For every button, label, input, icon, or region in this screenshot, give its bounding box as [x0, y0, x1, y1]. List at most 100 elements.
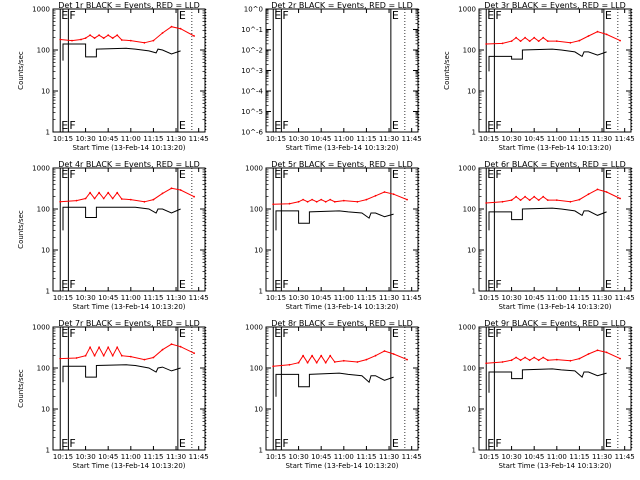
x-tick-label: 10:15 — [266, 294, 286, 302]
series-lld-point — [533, 356, 536, 359]
series-lld-point — [59, 357, 62, 360]
y-tick-label: 100 — [250, 206, 263, 214]
y-tick-label: 10 — [254, 406, 263, 414]
series-lld-point — [161, 348, 164, 351]
y-tick-label: 10^0 — [244, 6, 263, 14]
marker-label-top: E — [179, 168, 186, 181]
panel-title: Det 1r BLACK = Events, RED = LLD — [58, 1, 200, 10]
x-tick-label: 10:45 — [524, 135, 544, 143]
x-axis-label: Start Time (13-Feb-14 10:13:20) — [285, 144, 398, 152]
marker-label-top: E — [605, 168, 612, 181]
x-tick-label: 11:00 — [334, 294, 354, 302]
x-tick-label: 11:30 — [592, 294, 612, 302]
marker-label-top: E — [61, 9, 68, 22]
series-lld-point — [542, 356, 545, 359]
x-axis-label: Start Time (13-Feb-14 10:13:20) — [72, 144, 185, 152]
panel-title: Det 2r BLACK = Events, RED = LLD — [271, 1, 413, 10]
marker-label-bottom: E — [179, 278, 186, 291]
series-lld-point — [605, 191, 608, 193]
series-lld-point — [374, 194, 377, 197]
series-lld-point — [116, 346, 119, 349]
x-tick-label: 10:15 — [266, 135, 286, 143]
series-lld-point — [587, 35, 590, 37]
y-tick-label: 10 — [41, 88, 50, 96]
y-tick-label: 1 — [472, 129, 476, 137]
marker-label-bottom: F — [69, 119, 75, 132]
x-tick-label: 10:45 — [524, 294, 544, 302]
series-lld-point — [320, 198, 323, 201]
series-lld-point — [102, 37, 105, 39]
series-lld-point — [578, 39, 581, 42]
series-lld-point — [129, 355, 132, 358]
series-lld-point — [515, 356, 517, 359]
y-tick-label: 100 — [250, 365, 263, 373]
y-tick-label: 1 — [259, 447, 263, 455]
panel-title: Det 7r BLACK = Events, RED = LLD — [58, 319, 200, 328]
series-lld-point — [75, 199, 78, 202]
x-tick-label: 11:00 — [334, 135, 354, 143]
series-lld-point — [374, 354, 377, 357]
y-tick-label: 100 — [463, 365, 476, 373]
series-lld-point — [143, 41, 146, 44]
series-lld-point — [329, 198, 332, 201]
marker-label-bottom: E — [487, 278, 494, 291]
series-lld-point — [93, 197, 96, 200]
series-lld-point — [342, 359, 345, 362]
marker-label-bottom: E — [179, 119, 186, 132]
marker-label-top: E — [274, 9, 281, 22]
series-lld-point — [297, 361, 300, 364]
series-lld-point — [533, 195, 536, 198]
y-tick-label: 100 — [37, 365, 50, 373]
y-tick-label: 1 — [46, 447, 50, 455]
series-events-line — [62, 364, 181, 383]
y-tick-label: 1 — [472, 288, 476, 296]
x-tick-label: 11:15 — [569, 453, 589, 461]
series-lld-point — [179, 27, 182, 30]
series-lld-point — [501, 361, 504, 363]
series-lld-point — [485, 362, 488, 365]
x-tick-label: 10:45 — [98, 294, 118, 302]
series-lld-point — [89, 34, 91, 37]
x-tick-label: 11:15 — [356, 453, 376, 461]
x-tick-label: 11:45 — [615, 294, 635, 302]
marker-label-top: F — [282, 327, 288, 340]
series-lld-point — [356, 200, 359, 203]
y-tick-label: 10^-5 — [241, 108, 263, 116]
marker-label-bottom: E — [605, 119, 612, 132]
series-lld-point — [193, 352, 196, 355]
series-lld-point — [555, 40, 558, 42]
y-axis-label: Counts/sec — [17, 210, 25, 249]
series-lld-point — [107, 34, 110, 37]
x-tick-label: 11:15 — [569, 135, 589, 143]
x-tick-label: 10:45 — [311, 453, 331, 461]
series-events-line — [488, 207, 607, 231]
panel-title: Det 3r BLACK = Events, RED = LLD — [484, 1, 626, 10]
series-lld-point — [129, 198, 132, 201]
series-lld-point — [111, 354, 114, 357]
marker-label-top: E — [274, 327, 281, 340]
series-lld-point — [528, 199, 531, 202]
y-tick-label: 10^-6 — [241, 129, 263, 137]
panel-title: Det 5r BLACK = Events, RED = LLD — [271, 160, 413, 169]
series-lld-point — [596, 188, 599, 191]
y-axis-label: Counts/sec — [17, 51, 25, 90]
series-lld-point — [320, 354, 323, 357]
series-lld-point — [515, 36, 517, 39]
series-lld-point — [519, 199, 522, 202]
marker-label-bottom: E — [61, 278, 68, 291]
marker-label-top: E — [487, 168, 494, 181]
series-lld-line — [486, 31, 621, 45]
series-lld-point — [161, 32, 164, 34]
x-tick-label: 11:15 — [143, 294, 163, 302]
marker-label-bottom: E — [274, 437, 281, 450]
x-tick-label: 10:45 — [98, 453, 118, 461]
y-tick-label: 1000 — [32, 6, 50, 14]
series-lld-point — [383, 191, 386, 193]
series-lld-point — [306, 361, 309, 364]
series-lld-point — [98, 346, 100, 349]
series-lld-point — [524, 356, 526, 359]
series-lld-point — [392, 193, 395, 196]
